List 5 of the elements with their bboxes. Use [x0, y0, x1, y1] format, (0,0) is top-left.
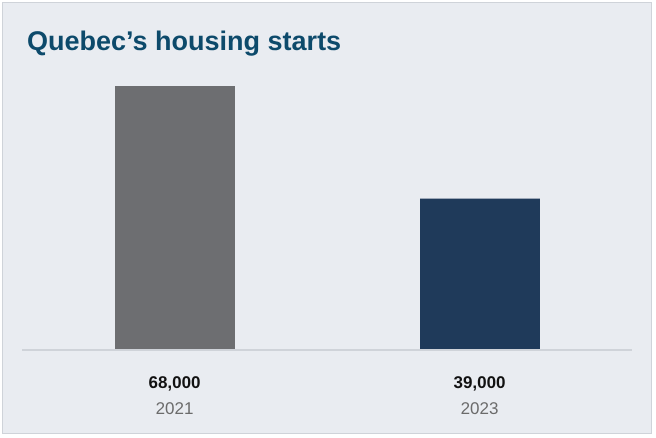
- x-tick-label: 2021: [156, 399, 194, 418]
- x-tick-label: 2023: [460, 399, 498, 418]
- data-label: 68,000: [148, 373, 200, 392]
- chart-title: Quebec’s housing starts: [27, 26, 342, 57]
- data-label: 39,000: [454, 373, 506, 392]
